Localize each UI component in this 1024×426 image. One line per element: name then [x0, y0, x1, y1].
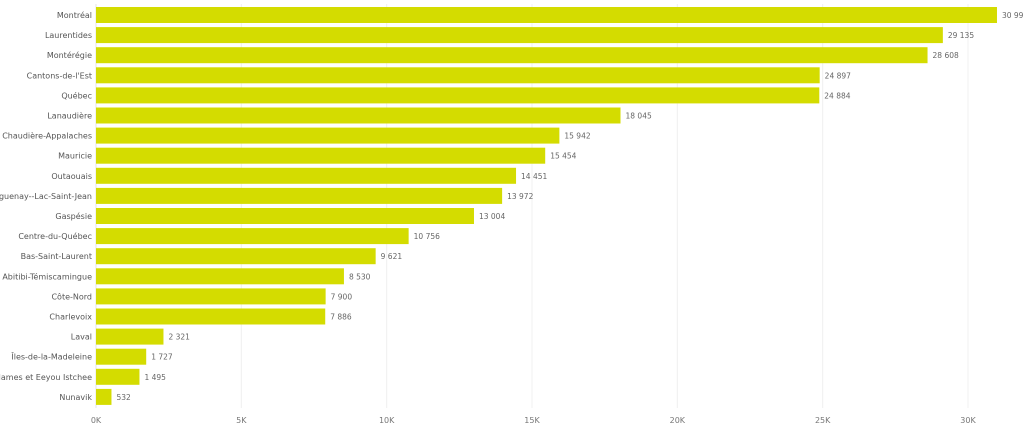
- bar: [96, 127, 560, 144]
- tick-label: 15K: [524, 416, 540, 425]
- value-labels: 30 997 29 135 28 608 24 897 24 884 18 045 15 9…: [116, 11, 1024, 402]
- data-label: 18 045: [626, 112, 652, 121]
- tick-label: 10K: [379, 416, 395, 425]
- category-label: Cantons-de-l'Est: [27, 71, 92, 80]
- category-label: Québec: [61, 90, 92, 100]
- data-label: 13 972: [507, 192, 533, 201]
- data-label: 9 621: [381, 252, 403, 261]
- bar: [96, 268, 344, 285]
- category-label: Îles-de-la-Madeleine: [10, 351, 92, 362]
- bar: [96, 67, 820, 84]
- tick-label: 30K: [960, 416, 976, 425]
- bar: [96, 147, 546, 164]
- category-label: Côte-Nord: [51, 291, 92, 301]
- category-label: Laurentides: [45, 31, 92, 40]
- bar: [96, 187, 503, 204]
- data-label: 15 942: [564, 132, 590, 141]
- category-label: Bas-Saint-Laurent: [21, 252, 92, 261]
- bar: [96, 87, 820, 104]
- category-label: Chaudière-Appalaches: [2, 131, 92, 141]
- category-label: Gaspésie: [55, 211, 92, 221]
- bar: [96, 228, 409, 245]
- gridlines: [95, 4, 969, 408]
- data-label: 13 004: [479, 212, 505, 221]
- bar: [96, 208, 474, 224]
- data-label: 14 451: [521, 172, 547, 181]
- category-label: Nunavik: [59, 393, 92, 402]
- bar: [96, 388, 112, 405]
- data-label: 532: [116, 393, 131, 402]
- category-label: Outaouais: [51, 172, 92, 181]
- data-label: 28 608: [933, 51, 959, 60]
- category-label: Laval: [71, 333, 92, 342]
- bar: [96, 348, 147, 365]
- data-label: 1 727: [151, 353, 173, 362]
- bar: [96, 328, 164, 345]
- tick-label: 20K: [670, 416, 686, 425]
- bar: [96, 7, 997, 23]
- tick-label: 0K: [91, 416, 102, 425]
- category-label: Centre-du-Québec: [18, 231, 92, 241]
- category-label: Mauricie: [58, 152, 92, 161]
- bar: [96, 167, 517, 184]
- bar: [96, 47, 928, 64]
- category-label: Charlevoix: [49, 313, 92, 322]
- category-label: Abitibi-Témiscamingue: [2, 271, 92, 281]
- bars: [96, 7, 997, 405]
- data-label: 1 495: [144, 373, 166, 382]
- data-label: 30 997: [1002, 11, 1024, 20]
- category-label: Baie-James et Eeyou Istchee: [0, 373, 92, 382]
- data-label: 15 454: [550, 152, 576, 161]
- category-label: Saguenay--Lac-Saint-Jean: [0, 192, 92, 201]
- x-axis-ticks: 0K 5K 10K 15K 20K 25K 30K: [91, 416, 977, 425]
- bar: [96, 288, 326, 305]
- data-label: 24 897: [825, 71, 851, 80]
- bar: [96, 248, 376, 265]
- data-label: 7 886: [330, 313, 352, 322]
- bar: [96, 27, 943, 44]
- bar: [96, 107, 621, 124]
- data-label: 10 756: [414, 232, 440, 241]
- data-label: 2 321: [168, 333, 190, 342]
- category-label: Montérégie: [47, 50, 92, 60]
- data-label: 7 900: [331, 292, 353, 301]
- category-label: Montréal: [57, 10, 92, 20]
- category-labels: Montréal Laurentides Montérégie Cantons-de-…: [0, 10, 92, 402]
- bar: [96, 368, 140, 385]
- data-label: 8 530: [349, 272, 371, 281]
- category-label: Lanaudière: [47, 111, 92, 121]
- bar: [96, 308, 326, 325]
- data-label: 29 135: [948, 31, 974, 40]
- tick-label: 5K: [236, 416, 247, 425]
- tick-label: 25K: [815, 416, 831, 425]
- data-label: 24 884: [824, 91, 850, 100]
